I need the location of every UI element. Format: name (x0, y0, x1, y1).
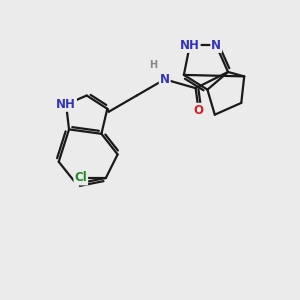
Text: N: N (160, 73, 170, 86)
Text: Cl: Cl (74, 172, 87, 184)
Text: NH: NH (56, 98, 76, 111)
Text: NH: NH (180, 39, 200, 52)
Text: H: H (149, 60, 157, 70)
Text: O: O (194, 104, 204, 117)
Text: N: N (211, 39, 221, 52)
